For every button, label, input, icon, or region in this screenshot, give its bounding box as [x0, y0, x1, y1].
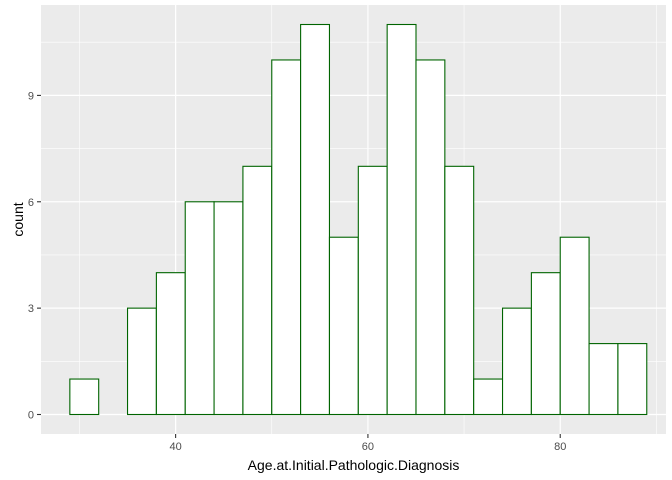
- y-tick-label: 9: [28, 90, 34, 102]
- histogram-bar: [501, 307, 532, 416]
- histogram-bar: [242, 165, 273, 416]
- histogram-bar: [213, 201, 244, 416]
- histogram-bar: [69, 378, 100, 416]
- histogram-bar: [155, 272, 186, 416]
- histogram-bar: [530, 272, 561, 416]
- histogram-bar: [588, 343, 619, 416]
- y-tick-label: 3: [28, 303, 34, 315]
- histogram-bar: [300, 23, 331, 416]
- histogram-bar: [126, 307, 157, 416]
- x-tick-label: 60: [362, 441, 374, 453]
- histogram-bars: [69, 23, 648, 416]
- histogram-bar: [184, 201, 215, 416]
- histogram-bar: [328, 236, 359, 416]
- x-tick-label: 40: [169, 441, 181, 453]
- histogram-bar: [357, 165, 388, 416]
- histogram-bar: [415, 59, 446, 416]
- histogram-bar: [559, 236, 590, 416]
- y-tick-label: 0: [28, 410, 34, 422]
- histogram-bar: [617, 343, 648, 416]
- histogram-bar: [271, 59, 302, 416]
- y-axis: 0 3 6 9: [28, 90, 41, 422]
- histogram-bar: [386, 23, 417, 416]
- histogram-bar: [473, 378, 504, 416]
- x-axis-title: Age.at.Initial.Pathologic.Diagnosis: [248, 457, 460, 473]
- histogram-bar: [444, 165, 475, 416]
- x-axis: 40 60 80: [169, 434, 566, 453]
- x-tick-label: 80: [554, 441, 566, 453]
- y-axis-title: count: [10, 202, 26, 236]
- y-tick-label: 6: [28, 197, 34, 209]
